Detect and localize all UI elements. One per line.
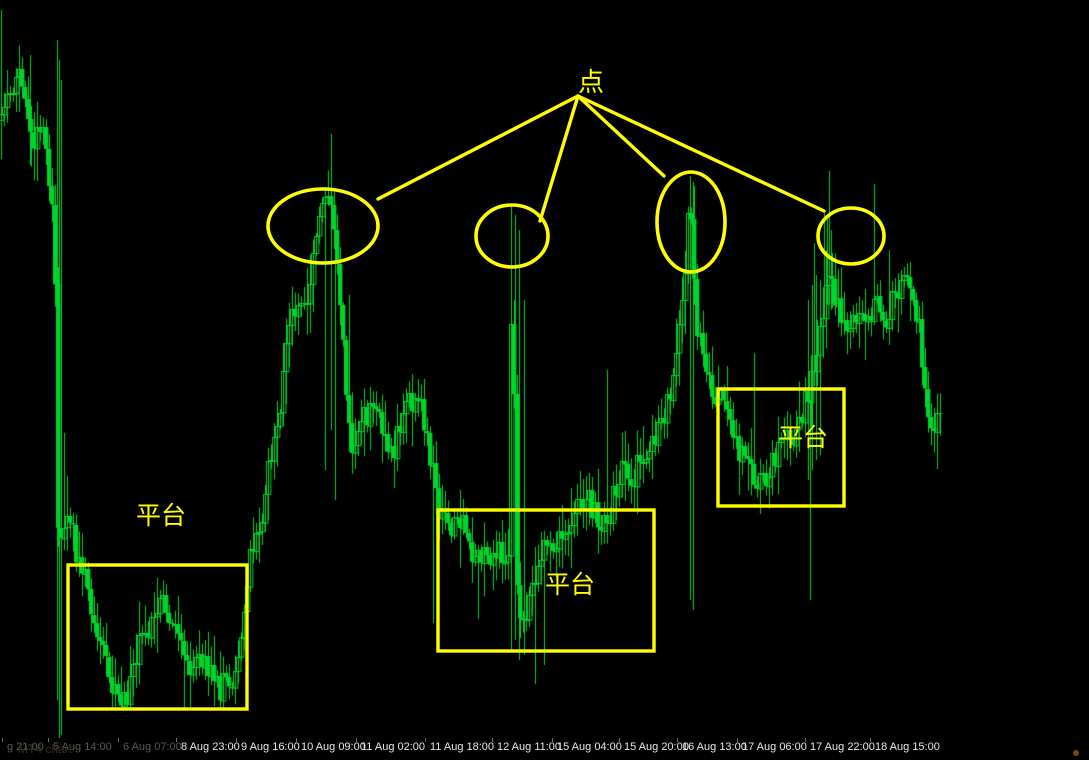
axis-tick-label: 6 Aug 07:00 [123,741,182,753]
point-annotation-label: 点 [578,68,605,98]
axis-tick-label: 5 Aug 14:00 [53,741,112,753]
platform-label-1: 平台 [136,501,187,530]
axis-tick [296,738,297,742]
axis-tick [2,738,3,742]
axis-tick-label: 10 Aug 09:00 [301,741,366,753]
axis-tick-label: 15 Aug 04:00 [557,741,622,753]
axis-tick-label: 17 Aug 22:00 [810,741,875,753]
axis-tick [425,738,426,742]
axis-tick [176,738,177,742]
axis-tick [805,738,806,742]
candlestick-plot-area[interactable] [0,0,1089,738]
axis-tick [236,738,237,742]
axis-tick-label: 11 Aug 18:00 [430,741,495,753]
corner-indicator-dot [1073,750,1079,756]
axis-tick [619,738,620,742]
axis-tick-label: 9 Aug 16:00 [241,741,300,753]
chart-watermark: MT4 chart [18,742,73,756]
axis-tick [870,738,871,742]
axis-tick-label: 8 Aug 23:00 [181,741,240,753]
platform-label-3: 平台 [778,423,829,452]
axis-tick-label: 17 Aug 06:00 [742,741,807,753]
axis-tick [737,738,738,742]
axis-tick-label: g 21:00 [7,741,44,753]
time-axis[interactable]: g 21:00 5 Aug 14:00 6 Aug 07:00 8 Aug 23:00… [0,738,1089,760]
axis-tick [552,738,553,742]
axis-tick [492,738,493,742]
platform-label-2: 平台 [545,570,596,599]
axis-tick [356,738,357,742]
axis-tick-label: 18 Aug 15:00 [875,741,940,753]
axis-tick-label: 11 Aug 02:00 [361,741,426,753]
axis-tick [677,738,678,742]
axis-tick-label: 16 Aug 13:00 [682,741,747,753]
axis-tick [48,738,49,742]
axis-tick-label: 15 Aug 20:00 [624,741,689,753]
axis-tick-label: 12 Aug 11:00 [497,741,562,753]
axis-tick [118,738,119,742]
